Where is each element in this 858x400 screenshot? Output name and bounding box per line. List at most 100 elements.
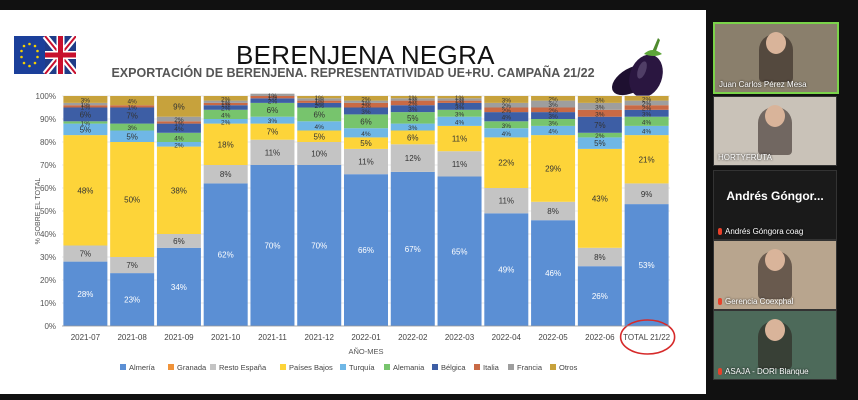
participant-name: ASAJA - DORI Blanque [718, 367, 809, 376]
participant-face [765, 105, 785, 127]
bar-segment [390, 100, 435, 106]
data-label: 28% [77, 290, 93, 299]
slide-title: BERENJENA NEGRA [236, 40, 495, 70]
data-label: 1% [221, 100, 231, 107]
bar-segment [203, 183, 248, 326]
data-label: 2% [174, 142, 184, 149]
data-label: 6% [173, 237, 185, 246]
data-label: 48% [77, 186, 93, 195]
data-label: 3% [455, 104, 465, 111]
data-label: 3% [455, 111, 465, 118]
bar-segment [484, 107, 529, 113]
data-label: 3% [548, 102, 558, 109]
participant-face [765, 319, 785, 341]
bar-segment [531, 107, 576, 113]
bar-segment [531, 125, 576, 136]
bar-segment [156, 247, 201, 326]
bar-segment [577, 96, 622, 103]
bar-segment [297, 98, 342, 101]
x-tick-label: 2022-02 [398, 333, 428, 342]
bar-segment [577, 247, 622, 267]
x-tick-label: 2022-01 [351, 333, 381, 342]
bar-segment [577, 132, 622, 138]
participant-name-text: Gerencia Coexphal [725, 297, 794, 306]
bar-segment [250, 139, 295, 165]
bar-segment [437, 125, 482, 152]
bar-segment [390, 96, 435, 99]
y-axis-label: % SOBRE EL TOTAL [35, 178, 42, 245]
data-label: 3% [502, 123, 512, 130]
bar-segment [156, 121, 201, 124]
legend-entry: Países Bajos [289, 363, 333, 372]
data-label: 62% [218, 251, 234, 260]
participant-tile[interactable]: Juan Carlos Pérez Mesa [713, 22, 839, 94]
bar-segment [250, 102, 295, 117]
legend-swatch [474, 364, 480, 370]
participant-name-text: Andrés Góngora coag [725, 227, 804, 236]
y-tick-label: 80% [40, 138, 56, 147]
participant-tile[interactable]: ASAJA - DORI Blanque [713, 310, 837, 380]
data-label: 6% [313, 110, 325, 119]
data-label: 1% [408, 95, 418, 102]
legend-swatch [280, 364, 286, 370]
bar-segment [156, 116, 201, 122]
x-tick-label: TOTAL 21/22 [623, 333, 671, 342]
participant-tile[interactable]: HORTYFRUTA [713, 96, 837, 166]
eu-uk-flag-icon [14, 36, 76, 74]
bar-segment [203, 102, 248, 106]
legend-swatch [384, 364, 390, 370]
legend-entry: Resto España [219, 363, 267, 372]
bar-segment [531, 100, 576, 108]
legend-entry: Alemania [393, 363, 425, 372]
data-label: 2% [502, 103, 512, 110]
data-label: 1% [81, 102, 91, 109]
legend-swatch [168, 364, 174, 370]
bar-segment [484, 188, 529, 214]
data-label: 4% [361, 131, 371, 138]
legend-entry: Granada [177, 363, 207, 372]
data-label: 9% [173, 102, 185, 111]
y-tick-label: 50% [40, 207, 56, 216]
data-label: 1% [408, 97, 418, 104]
bar-segment [156, 132, 201, 142]
data-label: 3% [408, 107, 418, 114]
data-label: 1% [127, 104, 137, 111]
bar-segment [531, 96, 576, 101]
data-label: 4% [174, 135, 184, 142]
data-label: 1% [455, 97, 465, 104]
bar-segment [344, 128, 388, 138]
bar-segment [63, 96, 108, 103]
x-tick-label: 2021-12 [305, 333, 335, 342]
x-tick-label: 2021-11 [258, 333, 287, 342]
data-label: 70% [264, 242, 280, 251]
bar-segment [110, 107, 155, 124]
bar-segment [297, 142, 342, 165]
participant-name-text: HORTYFRUTA [718, 153, 772, 162]
participant-tile[interactable]: Gerencia Coexphal [713, 240, 837, 310]
participant-name-text: Juan Carlos Pérez Mesa [719, 80, 807, 89]
data-label: 3% [268, 118, 278, 125]
participant-name: Andrés Góngora coag [718, 227, 803, 236]
data-label: 65% [452, 247, 468, 256]
bar-segment [250, 93, 295, 96]
mic-muted-icon [718, 228, 722, 235]
bar-segment [484, 96, 529, 103]
bar-segment [344, 102, 388, 108]
data-label: 46% [545, 269, 561, 278]
participant-tile[interactable]: Andrés Góngor... Andrés Góngora coag [713, 170, 837, 240]
bar-segment [577, 109, 622, 117]
bar-segment [531, 112, 576, 119]
bar-segment [624, 105, 669, 110]
bar-segment [344, 114, 388, 129]
bar-segment [344, 96, 388, 101]
legend-entry: Turquía [349, 363, 375, 372]
data-label: 70% [311, 242, 327, 251]
data-label: 53% [639, 261, 655, 270]
y-tick-label: 30% [40, 253, 56, 262]
data-label: 38% [171, 186, 187, 195]
x-tick-label: 2021-08 [117, 333, 147, 342]
bar-segment [250, 116, 295, 124]
x-tick-label: 2021-07 [71, 333, 101, 342]
data-label: 3% [81, 97, 91, 104]
bar-segment [624, 100, 669, 106]
